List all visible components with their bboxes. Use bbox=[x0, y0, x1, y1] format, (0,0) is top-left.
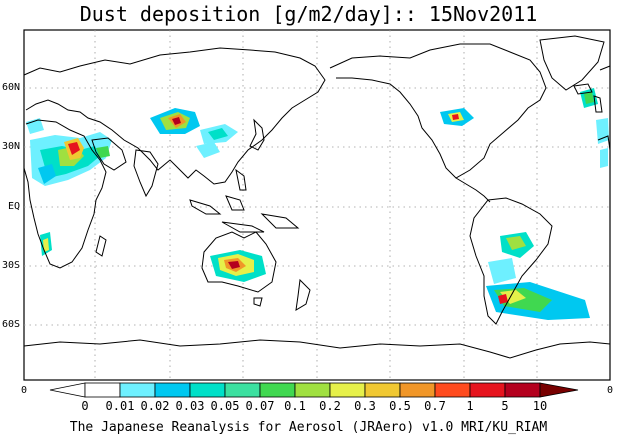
colorbar-tick-label: 0.02 bbox=[140, 399, 170, 413]
colorbar-tick-label: 0.3 bbox=[354, 399, 376, 413]
coast-eurasia bbox=[23, 47, 326, 185]
colorbar-swatch bbox=[469, 382, 506, 398]
colorbar-edge-right: 0 bbox=[607, 385, 614, 396]
coast-india bbox=[133, 149, 159, 198]
colorbar-swatch bbox=[294, 382, 331, 398]
colorbar-swatch bbox=[504, 382, 541, 398]
colorbar-tick-label: 10 bbox=[532, 399, 548, 413]
dust-aus-hot bbox=[228, 261, 240, 269]
colorbar-tick-label: 1 bbox=[466, 399, 474, 413]
colorbar-tick-label: 0.5 bbox=[389, 399, 411, 413]
colorbar-swatch bbox=[329, 382, 366, 398]
colorbar-tick-label: 0.05 bbox=[210, 399, 240, 413]
coast-north-america bbox=[329, 43, 547, 179]
coast-tasmania bbox=[253, 297, 263, 307]
dust-asia-hot bbox=[172, 117, 181, 125]
coast-australia bbox=[201, 231, 277, 293]
colorbar-swatch bbox=[189, 382, 226, 398]
lat-label-60s: 60S bbox=[2, 319, 21, 330]
colorbar-tick-label: 0.01 bbox=[105, 399, 135, 413]
dust-arabia-small bbox=[96, 146, 110, 158]
coast-greenland bbox=[539, 35, 605, 91]
colorbar-swatch bbox=[259, 382, 296, 398]
dust-sa-south-hot bbox=[498, 294, 508, 304]
lat-label-30s: 30S bbox=[2, 260, 21, 271]
coast-newzealand bbox=[295, 278, 311, 311]
dust-iceland2 bbox=[584, 92, 594, 104]
coast-antarctica bbox=[23, 339, 611, 359]
colorbar-swatch bbox=[119, 382, 156, 398]
colorbar-edge-left: 0 bbox=[21, 385, 28, 396]
dust-na-hot bbox=[452, 114, 459, 120]
coast-africa bbox=[23, 119, 107, 269]
dust-sa-south-core bbox=[500, 290, 526, 304]
coast-newguinea bbox=[260, 213, 300, 229]
dust-africa-sw2 bbox=[43, 238, 49, 252]
dust-africa-w bbox=[38, 164, 56, 184]
dust-sa-mid bbox=[488, 258, 516, 284]
coast-madagascar bbox=[95, 235, 107, 257]
colorbar-tick-label: 0 bbox=[81, 399, 89, 413]
colorbar-swatch bbox=[154, 382, 191, 398]
colorbar-tick-label: 0.7 bbox=[424, 399, 446, 413]
coast-africa-right bbox=[597, 135, 611, 151]
lat-label-60n: 60N bbox=[2, 82, 21, 93]
coast-philippines bbox=[235, 168, 247, 191]
coast-indonesia-2 bbox=[225, 195, 245, 211]
colorbar-swatch bbox=[84, 382, 121, 398]
dust-sa-north2 bbox=[506, 236, 526, 250]
colorbar-arrow-left bbox=[49, 382, 86, 398]
lat-label-eq: EQ bbox=[7, 201, 20, 212]
dust-tibet bbox=[196, 142, 220, 158]
colorbar-tick-label: 0.1 bbox=[284, 399, 306, 413]
map-title: Dust deposition [g/m2/day]:: 15Nov2011 bbox=[79, 2, 538, 26]
dust-arabia-core bbox=[68, 142, 80, 155]
coast-south-america bbox=[469, 197, 553, 325]
colorbar-swatch bbox=[364, 382, 401, 398]
coastlines bbox=[23, 35, 611, 359]
colorbar-tick-label: 5 bbox=[501, 399, 509, 413]
colorbar-tick-label: 0.07 bbox=[245, 399, 275, 413]
coast-central-america bbox=[455, 177, 491, 203]
coast-japan bbox=[249, 118, 265, 151]
colorbar-swatch bbox=[224, 382, 261, 398]
colorbar-tick-label: 0.2 bbox=[319, 399, 341, 413]
dust-europe-edge2 bbox=[600, 148, 608, 168]
footer-credit: The Japanese Reanalysis for Aerosol (JRA… bbox=[69, 420, 548, 435]
coast-indonesia-1 bbox=[189, 199, 222, 215]
coast-indonesia-3 bbox=[221, 221, 265, 233]
coast-iceland bbox=[573, 83, 593, 95]
lat-label-30n: 30N bbox=[2, 141, 21, 152]
dust-europe-edge bbox=[596, 118, 609, 144]
colorbar-swatch bbox=[434, 382, 471, 398]
dust-mongolia2 bbox=[208, 128, 228, 140]
graticule bbox=[24, 30, 610, 380]
coast-arabia bbox=[91, 137, 127, 171]
colorbar-swatch bbox=[399, 382, 436, 398]
coast-europe-right bbox=[599, 65, 611, 71]
dust-fields bbox=[26, 88, 609, 320]
colorbar bbox=[49, 382, 579, 398]
colorbar-arrow-right bbox=[539, 382, 579, 398]
coast-uk bbox=[593, 95, 603, 113]
colorbar-tick-label: 0.03 bbox=[175, 399, 205, 413]
